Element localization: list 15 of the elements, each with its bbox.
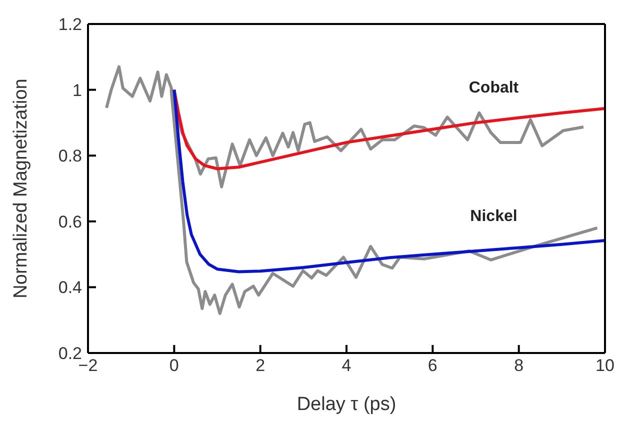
y-tick-label: 1.2 — [58, 15, 82, 34]
series-label: Cobalt — [468, 80, 520, 97]
x-axis-title: Delay τ (ps) — [296, 394, 396, 415]
y-tick-label: 0.8 — [58, 146, 82, 166]
y-tick-label: 0.4 — [58, 278, 82, 298]
x-tick-label: 6 — [428, 356, 438, 376]
x-tick-label: 0 — [169, 356, 179, 376]
series-label: Nickel — [470, 208, 518, 226]
x-tick-label: 2 — [256, 356, 266, 376]
y-axis-title: Normalized Magnetization — [10, 78, 32, 298]
y-tick-label: 1 — [72, 80, 82, 100]
x-tick-label: 8 — [514, 356, 524, 376]
y-tick-label: 0.6 — [58, 212, 82, 232]
x-tick-label: 10 — [596, 356, 614, 376]
x-tick-label: 4 — [342, 356, 352, 376]
